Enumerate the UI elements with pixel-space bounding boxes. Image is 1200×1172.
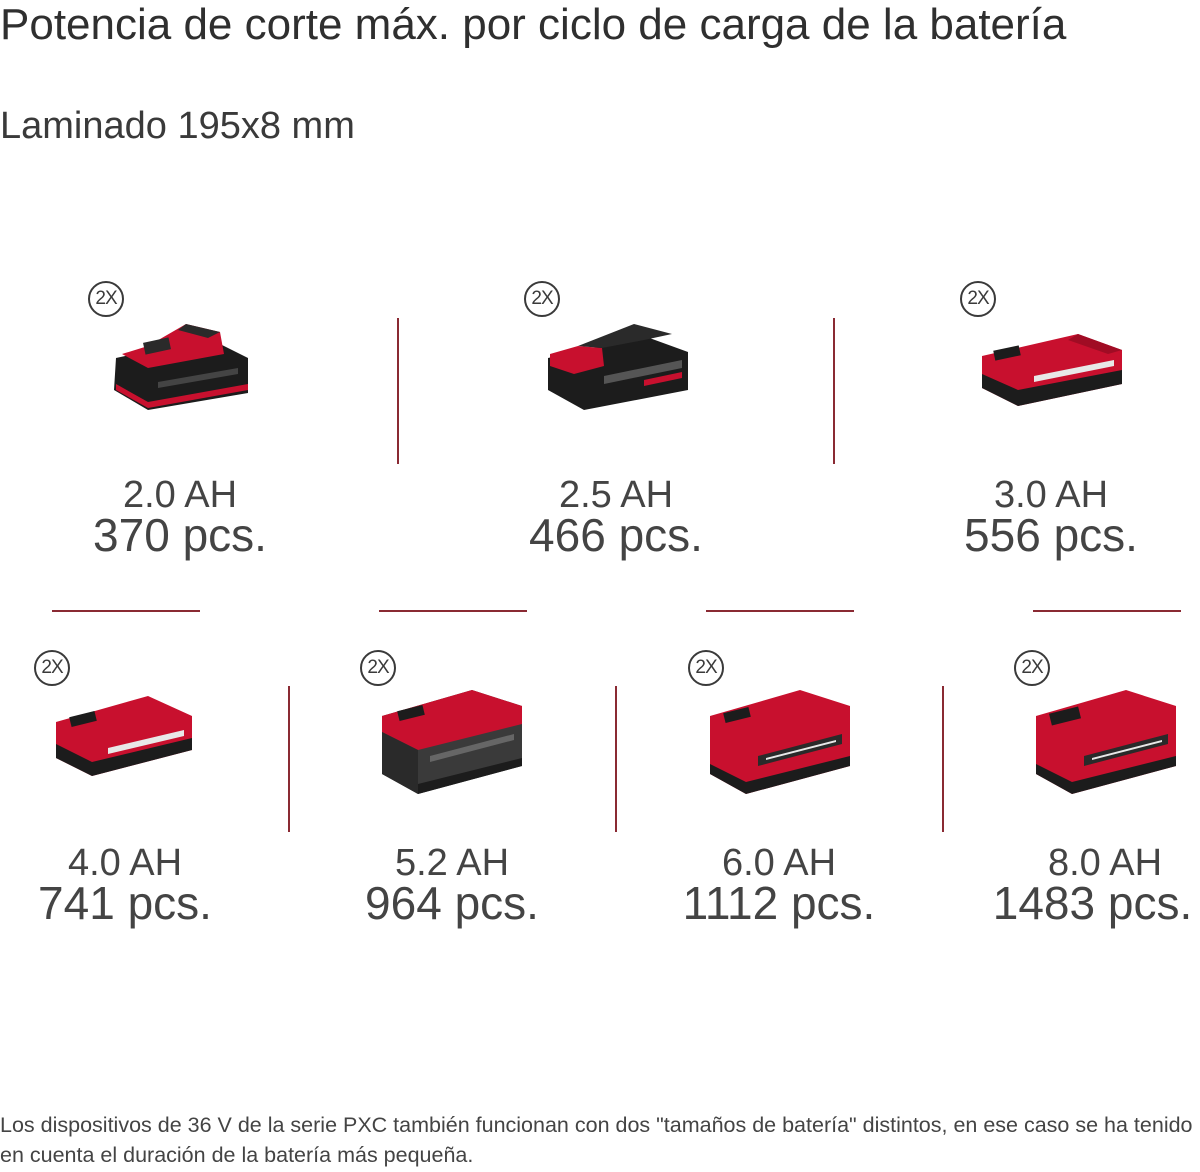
battery-image bbox=[56, 696, 192, 776]
quantity-badge: 2X bbox=[524, 281, 560, 317]
page-subtitle: Laminado 195x8 mm bbox=[0, 105, 355, 147]
battery-capacity: 2.0 AH bbox=[122, 474, 238, 516]
battery-image bbox=[1036, 690, 1176, 794]
quantity-badge: 2X bbox=[1014, 650, 1050, 686]
divider-horizontal bbox=[52, 610, 200, 612]
battery-image bbox=[710, 690, 850, 794]
battery-pieces: 466 pcs. bbox=[529, 509, 703, 561]
quantity-badge: 2X bbox=[88, 281, 124, 317]
divider-vertical bbox=[397, 318, 399, 464]
battery-image bbox=[382, 690, 522, 794]
battery-capacity: 6.0 AH bbox=[721, 842, 837, 884]
page-title: Potencia de corte máx. por ciclo de carg… bbox=[0, 0, 1067, 49]
battery-capacity: 4.0 AH bbox=[67, 842, 183, 884]
battery-capacity: 2.5 AH bbox=[558, 474, 674, 516]
battery-image bbox=[982, 334, 1122, 406]
battery-capacity: 5.2 AH bbox=[394, 842, 510, 884]
battery-image bbox=[114, 324, 248, 410]
divider-vertical bbox=[833, 318, 835, 464]
battery-pieces: 556 pcs. bbox=[964, 509, 1138, 561]
divider-vertical bbox=[288, 686, 290, 832]
battery-capacity: 3.0 AH bbox=[993, 474, 1109, 516]
battery-pieces: 370 pcs. bbox=[93, 509, 267, 561]
divider-horizontal bbox=[706, 610, 854, 612]
quantity-badge: 2X bbox=[360, 650, 396, 686]
quantity-badge: 2X bbox=[688, 650, 724, 686]
divider-horizontal bbox=[1033, 610, 1181, 612]
battery-capacity: 8.0 AH bbox=[1047, 842, 1163, 884]
battery-pieces: 1483 pcs. bbox=[992, 877, 1193, 929]
quantity-badge: 2X bbox=[34, 650, 70, 686]
battery-pieces: 741 pcs. bbox=[38, 877, 212, 929]
battery-pieces: 1112 pcs. bbox=[682, 877, 876, 929]
battery-image bbox=[548, 324, 688, 410]
quantity-badge: 2X bbox=[960, 281, 996, 317]
divider-horizontal bbox=[379, 610, 527, 612]
footnote: Los dispositivos de 36 V de la serie PXC… bbox=[0, 1113, 1193, 1167]
battery-pieces: 964 pcs. bbox=[365, 877, 539, 929]
divider-vertical bbox=[615, 686, 617, 832]
divider-vertical bbox=[942, 686, 944, 832]
